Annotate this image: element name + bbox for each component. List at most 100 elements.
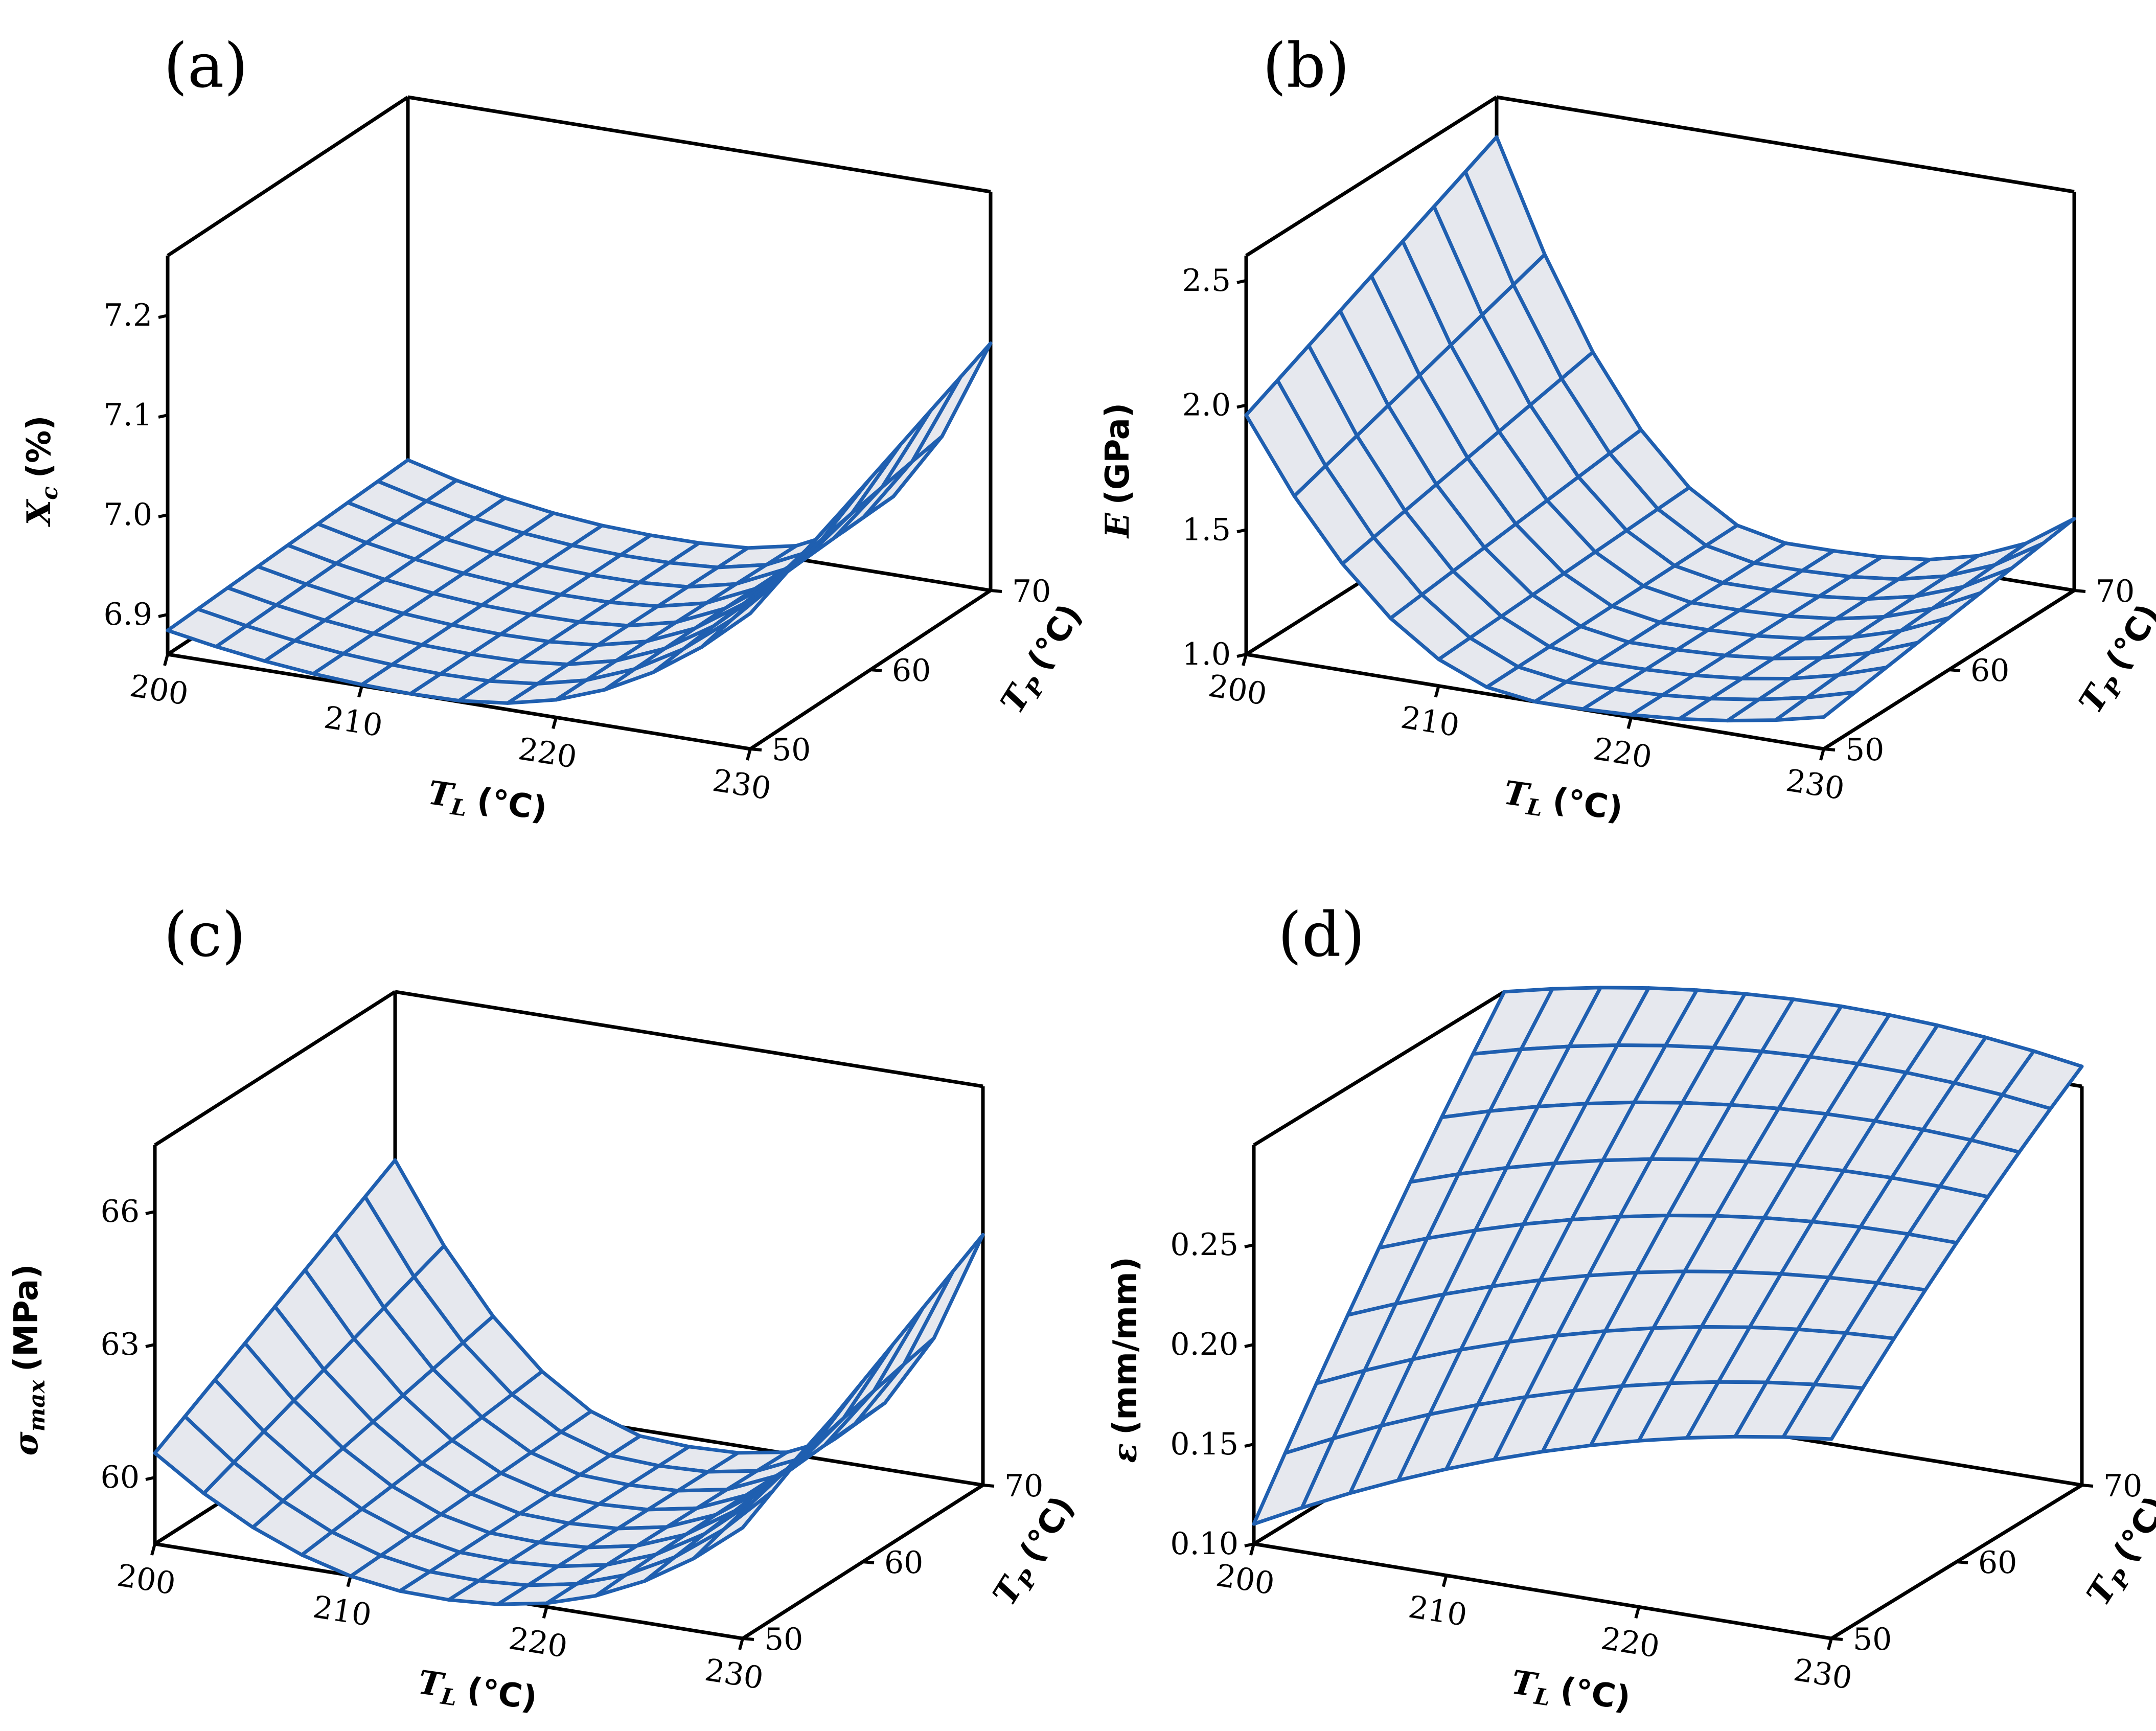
x-tick-mark (1626, 717, 1633, 730)
y-tick-label: 50 (1853, 1622, 1892, 1657)
panel-letter: (d) (1278, 900, 1365, 971)
z-axis-symbol: X (20, 499, 58, 528)
x-axis-label: TL (°C) (1501, 773, 1625, 833)
y-tick-label: 60 (1978, 1545, 2017, 1581)
surface-mesh (166, 341, 993, 705)
x-tick-label: 220 (1598, 1621, 1662, 1665)
z-tick-mark (1244, 1343, 1254, 1348)
panel-letter: (a) (164, 31, 248, 102)
z-tick-mark (158, 513, 168, 518)
x-tick-mark (1634, 1606, 1641, 1619)
z-tick-label: 7.0 (104, 497, 152, 533)
y-tick-mark (1823, 747, 1836, 751)
y-tick-label: 60 (892, 653, 931, 689)
x-tick-mark (542, 1606, 548, 1619)
panel-letter: (c) (164, 900, 246, 971)
x-axis-unit: (°C) (1558, 1671, 1633, 1718)
x-tick-mark (163, 654, 169, 666)
y-tick-label: 70 (2096, 574, 2135, 609)
x-tick-mark (1827, 1638, 1833, 1650)
z-axis-subscript: max (24, 1379, 50, 1431)
z-tick-mark (1244, 1243, 1254, 1248)
x-tick-label: 200 (127, 668, 191, 713)
x-tick-mark (1819, 748, 1825, 761)
z-tick-mark (158, 414, 168, 419)
x-tick-label: 230 (710, 763, 773, 807)
z-axis-unit: (GPa) (1099, 403, 1137, 505)
x-tick-label: 200 (114, 1558, 178, 1602)
y-tick-label: 60 (1970, 653, 2009, 689)
x-tick-label: 200 (1213, 1558, 1277, 1602)
x-tick-label: 200 (1206, 668, 1269, 713)
surface-mesh (1244, 135, 2076, 723)
axis-box-edge (167, 96, 409, 257)
z-tick-label: 7.1 (104, 397, 152, 433)
z-tick-mark (1236, 528, 1247, 534)
y-tick-label: 70 (1012, 574, 1051, 609)
surface-mesh (1252, 986, 2084, 1526)
z-axis-symbol: ε (1106, 1443, 1144, 1463)
surface-cell (1781, 1382, 1865, 1441)
x-tick-mark (1441, 1575, 1448, 1587)
y-tick-mark (2081, 1484, 2094, 1488)
z-axis-subscript: c (37, 486, 63, 500)
y-tick-mark (870, 668, 882, 672)
x-axis-unit: (°C) (465, 1671, 539, 1718)
y-tick-label: 50 (764, 1622, 803, 1657)
surface-cell (1774, 690, 1857, 722)
z-tick-mark (158, 613, 168, 618)
z-tick-label: 0.15 (1170, 1426, 1238, 1462)
z-tick-label: 6.9 (104, 597, 152, 632)
z-axis-unit: (mm/mm) (1107, 1257, 1144, 1435)
z-tick-label: 7.2 (104, 298, 152, 333)
x-tick-mark (1242, 654, 1248, 666)
z-tick-label: 1.5 (1182, 512, 1231, 548)
x-tick-label: 230 (702, 1652, 766, 1697)
z-tick-label: 2.0 (1182, 388, 1231, 423)
panel-letter: (b) (1263, 31, 1349, 102)
axis-box-edge (1496, 95, 2075, 194)
z-axis-unit: (%) (20, 415, 58, 478)
axis-box-edge (154, 990, 396, 1147)
x-axis-unit: (°C) (1550, 781, 1625, 828)
z-tick-mark (1236, 403, 1247, 409)
x-axis-label: TL (°C) (415, 1663, 539, 1722)
y-tick-label: 70 (1004, 1468, 1043, 1504)
axis-box-edge (1253, 990, 1505, 1147)
axis-box-edge (407, 95, 991, 194)
x-tick-mark (552, 717, 558, 730)
z-tick-mark (1236, 279, 1247, 284)
x-tick-mark (1249, 1543, 1255, 1556)
z-tick-mark (145, 1343, 155, 1348)
axis-box-edge (395, 990, 983, 1088)
y-tick-mark (1948, 668, 1961, 672)
z-tick-label: 63 (101, 1327, 140, 1362)
axis-box-edge (1245, 96, 1498, 257)
x-tick-label: 210 (310, 1589, 374, 1633)
z-axis-label: ε (mm/mm) (1106, 1257, 1144, 1463)
y-tick-label: 50 (772, 732, 811, 768)
z-tick-mark (158, 314, 168, 319)
x-tick-label: 210 (1406, 1589, 1470, 1633)
z-tick-mark (145, 1210, 155, 1215)
z-tick-label: 0.20 (1170, 1327, 1238, 1362)
x-tick-mark (150, 1543, 156, 1556)
x-tick-label: 230 (1783, 763, 1847, 807)
axis-box-edge (1253, 1542, 1832, 1641)
z-tick-label: 0.25 (1170, 1227, 1238, 1263)
y-axis-label: TP(°C) (2072, 597, 2156, 722)
z-tick-label: 2.5 (1182, 263, 1231, 299)
y-tick-mark (1831, 1637, 1843, 1641)
y-tick-mark (742, 1637, 754, 1641)
y-axis-label: TP(°C) (985, 1489, 1086, 1614)
surface-cell (692, 1489, 775, 1561)
y-tick-label: 70 (2103, 1468, 2142, 1504)
x-tick-mark (746, 748, 752, 761)
y-axis-unit: (°C) (2099, 598, 2156, 677)
x-tick-label: 230 (1791, 1652, 1854, 1697)
z-axis-symbol: σ (7, 1431, 45, 1456)
